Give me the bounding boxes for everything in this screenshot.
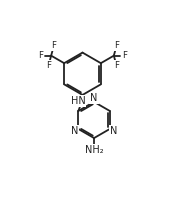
Text: F: F	[46, 61, 51, 70]
Text: N: N	[71, 126, 78, 136]
Text: N: N	[90, 93, 98, 103]
Text: F: F	[114, 41, 119, 50]
Text: F: F	[122, 51, 127, 60]
Text: F: F	[38, 51, 43, 60]
Text: F: F	[51, 41, 56, 50]
Text: N: N	[110, 126, 117, 136]
Text: NH₂: NH₂	[85, 145, 103, 155]
Text: F: F	[114, 61, 119, 70]
Text: HN: HN	[71, 96, 86, 106]
